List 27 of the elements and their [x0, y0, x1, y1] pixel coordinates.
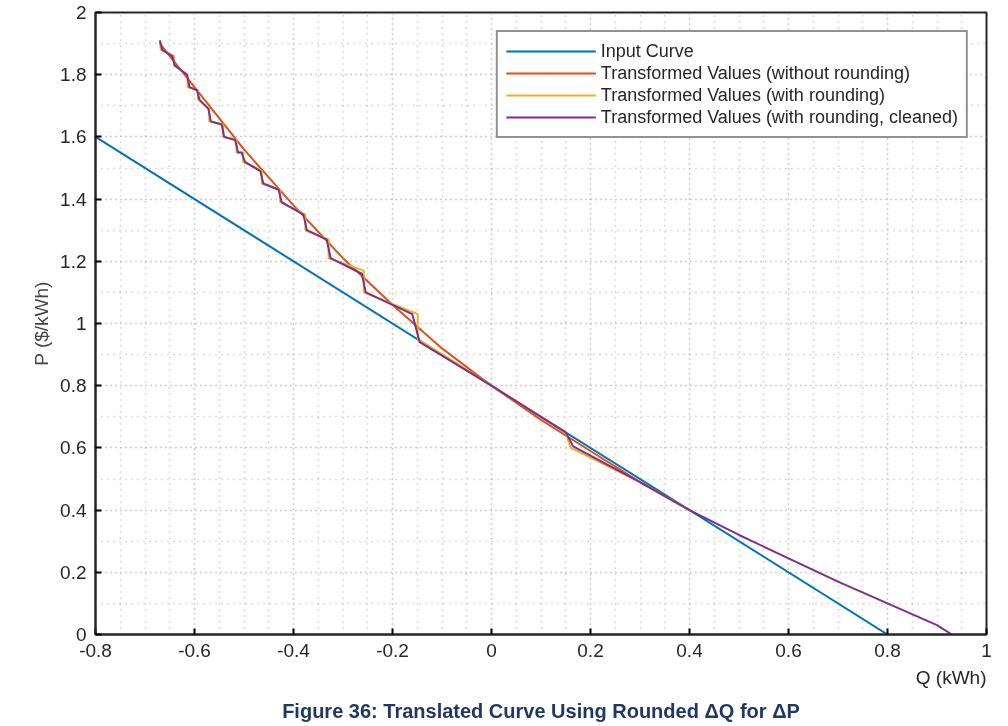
legend-label: Input Curve: [600, 40, 694, 62]
y-tick-label: 1.6: [60, 126, 87, 148]
y-tick-label: 0.4: [60, 499, 87, 521]
y-tick-label: 0.6: [60, 437, 87, 459]
x-tick-label: 0.4: [676, 639, 704, 661]
y-tick-label: 1.2: [60, 250, 87, 272]
y-tick-label: 2: [75, 2, 87, 23]
x-tick-label: 0.8: [874, 639, 901, 661]
y-tick-label: 0: [75, 624, 87, 645]
y-tick-label: 1: [75, 313, 87, 334]
x-tick-label: 0.2: [577, 639, 604, 661]
x-tick-label: -0.4: [277, 639, 311, 661]
x-axis-title: Q (kWh): [915, 666, 987, 688]
text: Figure 36: Translated Curve Using Rounded ΔQ for ΔP: [282, 699, 800, 722]
legend-label: Transformed Values (without rounding): [600, 62, 910, 84]
legend-label: Transformed Values (with rounding): [600, 84, 885, 106]
y-tick-label: 0.2: [60, 561, 87, 583]
x-tick-label: 1: [981, 639, 992, 661]
x-tick-label: -0.2: [376, 639, 409, 661]
x-tick-label: -0.6: [178, 639, 211, 661]
x-tick-label: 0.6: [775, 639, 802, 661]
x-tick-label: 0: [486, 639, 497, 661]
y-tick-label: 0.8: [60, 375, 87, 397]
legend-label: Transformed Values (with rounding, cleaned): [600, 106, 958, 128]
y-axis-title: P ($/kWh): [31, 281, 53, 366]
y-tick-label: 1.8: [60, 64, 87, 86]
y-tick-label: 1.4: [60, 188, 87, 210]
